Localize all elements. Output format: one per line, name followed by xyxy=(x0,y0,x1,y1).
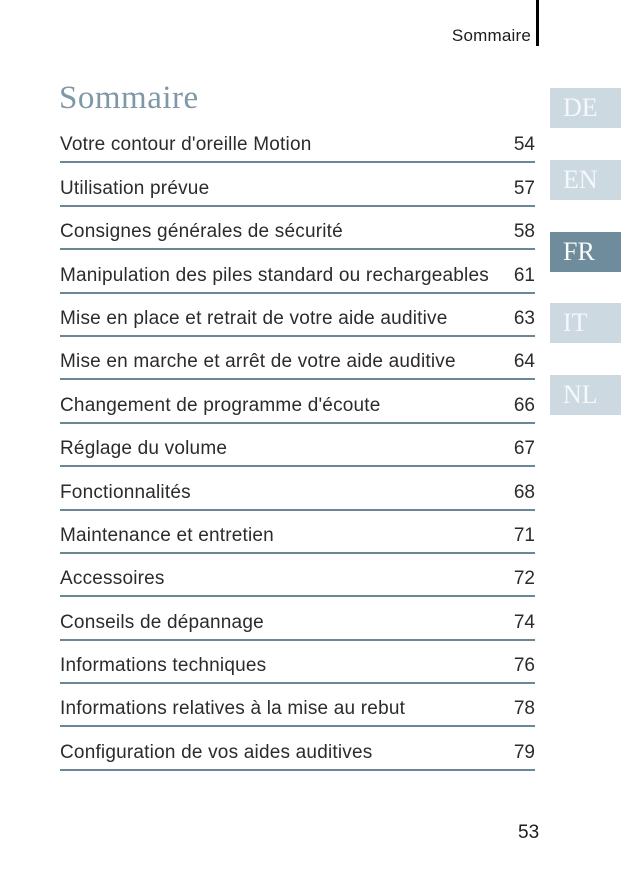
toc-entry-label: Informations relatives à la mise au rebu… xyxy=(60,698,406,720)
toc-entry[interactable]: Mise en place et retrait de votre aide a… xyxy=(60,294,535,337)
toc-entry[interactable]: Réglage du volume 67 xyxy=(60,424,535,468)
toc-entry-label: Fonctionnalités xyxy=(60,481,191,503)
language-tab-de[interactable]: DE xyxy=(550,88,621,128)
toc-entry-label: Conseils de dépannage xyxy=(60,611,264,633)
toc-entry-label: Configuration de vos aides auditives xyxy=(60,741,373,763)
toc-entry-page: 68 xyxy=(513,481,535,503)
toc-entry-label: Votre contour d'oreille Motion xyxy=(60,134,312,156)
toc-entry[interactable]: Consignes générales de sécurité 58 xyxy=(60,207,535,251)
header-divider xyxy=(536,0,539,46)
toc-entry-label: Mise en marche et arrêt de votre aide au… xyxy=(60,351,456,373)
toc-entry[interactable]: Conseils de dépannage 74 xyxy=(60,597,535,641)
toc-entry[interactable]: Accessoires 72 xyxy=(60,554,535,598)
toc-entry-label: Réglage du volume xyxy=(60,438,228,460)
toc-entry[interactable]: Votre contour d'oreille Motion 54 xyxy=(60,120,535,164)
toc-entry-page: 76 xyxy=(513,655,535,677)
toc-entry[interactable]: Maintenance et entretien 71 xyxy=(60,511,535,554)
toc-entry-page: 57 xyxy=(513,177,535,199)
toc-entry[interactable]: Informations relatives à la mise au rebu… xyxy=(60,684,535,728)
toc-entry[interactable]: Mise en marche et arrêt de votre aide au… xyxy=(60,337,535,381)
toc-entry-label: Consignes générales de sécurité xyxy=(60,221,343,243)
language-tab-bar: DE EN FR IT NL xyxy=(550,0,621,875)
toc-entry-label: Utilisation prévue xyxy=(60,177,210,199)
toc-entry-label: Manipulation des piles standard ou recha… xyxy=(60,264,489,286)
toc-entry-page: 54 xyxy=(513,134,535,156)
toc-entry[interactable]: Manipulation des piles standard ou recha… xyxy=(60,250,535,294)
toc-entry[interactable]: Fonctionnalités 68 xyxy=(60,467,535,511)
toc-entry-page: 79 xyxy=(513,741,535,763)
language-tab-fr[interactable]: FR xyxy=(550,231,621,272)
toc-entry-page: 61 xyxy=(513,264,535,286)
toc-entry-page: 64 xyxy=(513,351,535,373)
language-tab-en[interactable]: EN xyxy=(550,159,621,200)
toc-entry-page: 67 xyxy=(513,438,535,460)
toc-entry-page: 72 xyxy=(513,568,535,590)
page-title: Sommaire xyxy=(59,80,199,116)
page-number: 53 xyxy=(518,822,540,843)
running-header-title: Sommaire xyxy=(451,26,531,45)
toc-entry[interactable]: Changement de programme d'écoute 66 xyxy=(60,380,535,424)
toc-entry-label: Informations techniques xyxy=(60,655,267,677)
toc-entry-label: Mise en place et retrait de votre aide a… xyxy=(60,307,448,329)
toc-entry-page: 58 xyxy=(513,221,535,243)
toc-entry-label: Changement de programme d'écoute xyxy=(60,394,381,416)
toc-entry[interactable]: Configuration de vos aides auditives 79 xyxy=(60,727,535,771)
table-of-contents: Votre contour d'oreille Motion 54 Utilisat… xyxy=(60,120,535,771)
language-tab-nl[interactable]: NL xyxy=(550,375,621,415)
toc-entry[interactable]: Informations techniques 76 xyxy=(60,641,535,685)
toc-entry-label: Maintenance et entretien xyxy=(60,524,274,546)
language-tab-it[interactable]: IT xyxy=(550,303,621,344)
toc-entry[interactable]: Utilisation prévue 57 xyxy=(60,163,535,207)
toc-entry-page: 63 xyxy=(513,307,535,329)
toc-entry-page: 66 xyxy=(513,394,535,416)
toc-entry-page: 74 xyxy=(513,611,535,633)
toc-entry-page: 78 xyxy=(513,698,535,720)
toc-entry-page: 71 xyxy=(513,524,535,546)
toc-entry-label: Accessoires xyxy=(60,568,165,590)
